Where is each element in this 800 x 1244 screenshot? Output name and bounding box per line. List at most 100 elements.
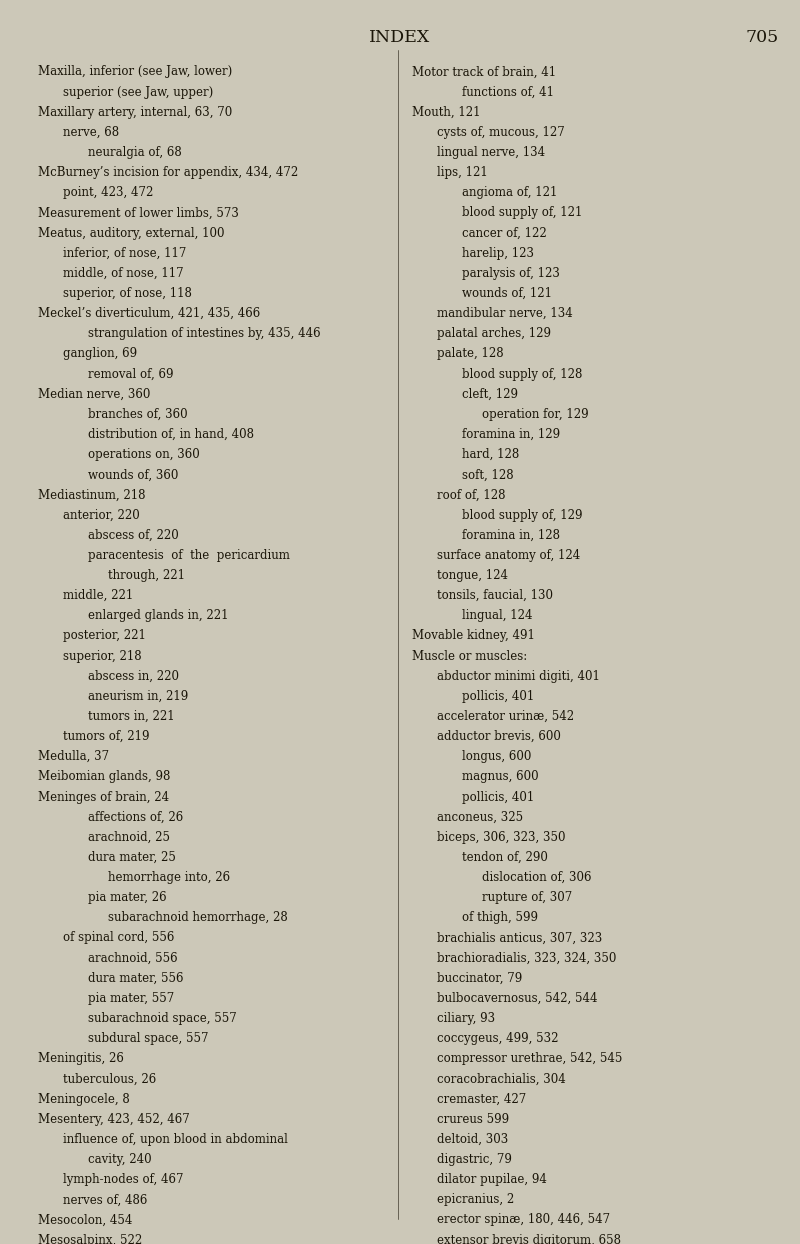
Text: Maxillary artery, internal, 63, 70: Maxillary artery, internal, 63, 70 <box>38 106 232 118</box>
Text: lips, 121: lips, 121 <box>438 167 488 179</box>
Text: cavity, 240: cavity, 240 <box>88 1153 152 1166</box>
Text: adductor brevis, 600: adductor brevis, 600 <box>438 730 562 743</box>
Text: affections of, 26: affections of, 26 <box>88 811 183 824</box>
Text: brachialis anticus, 307, 323: brachialis anticus, 307, 323 <box>438 932 602 944</box>
Text: subdural space, 557: subdural space, 557 <box>88 1033 209 1045</box>
Text: functions of, 41: functions of, 41 <box>462 86 554 98</box>
Text: mandibular nerve, 134: mandibular nerve, 134 <box>438 307 573 320</box>
Text: Mediastinum, 218: Mediastinum, 218 <box>38 489 146 501</box>
Text: tongue, 124: tongue, 124 <box>438 569 509 582</box>
Text: erector spinæ, 180, 446, 547: erector spinæ, 180, 446, 547 <box>438 1213 610 1227</box>
Text: extensor brevis digitorum, 658: extensor brevis digitorum, 658 <box>438 1234 622 1244</box>
Text: ganglion, 69: ganglion, 69 <box>63 347 137 361</box>
Text: posterior, 221: posterior, 221 <box>63 629 146 642</box>
Text: influence of, upon blood in abdominal: influence of, upon blood in abdominal <box>63 1133 288 1146</box>
Text: tumors in, 221: tumors in, 221 <box>88 710 174 723</box>
Text: lingual, 124: lingual, 124 <box>462 610 533 622</box>
Text: cysts of, mucous, 127: cysts of, mucous, 127 <box>438 126 565 139</box>
Text: Meckel’s diverticulum, 421, 435, 466: Meckel’s diverticulum, 421, 435, 466 <box>38 307 260 320</box>
Text: buccinator, 79: buccinator, 79 <box>438 972 522 985</box>
Text: tuberculous, 26: tuberculous, 26 <box>63 1072 156 1086</box>
Text: superior, of nose, 118: superior, of nose, 118 <box>63 287 192 300</box>
Text: pia mater, 26: pia mater, 26 <box>88 891 166 904</box>
Text: superior, 218: superior, 218 <box>63 649 142 663</box>
Text: anterior, 220: anterior, 220 <box>63 509 140 521</box>
Text: tonsils, faucial, 130: tonsils, faucial, 130 <box>438 590 554 602</box>
Text: superior (see Jaw, upper): superior (see Jaw, upper) <box>63 86 214 98</box>
Text: blood supply of, 121: blood supply of, 121 <box>462 207 582 219</box>
Text: roof of, 128: roof of, 128 <box>438 489 506 501</box>
Text: wounds of, 121: wounds of, 121 <box>462 287 552 300</box>
Text: arachnoid, 25: arachnoid, 25 <box>88 831 170 843</box>
Text: distribution of, in hand, 408: distribution of, in hand, 408 <box>88 428 254 442</box>
Text: blood supply of, 129: blood supply of, 129 <box>462 509 583 521</box>
Text: neuralgia of, 68: neuralgia of, 68 <box>88 146 182 159</box>
Text: dislocation of, 306: dislocation of, 306 <box>482 871 592 884</box>
Text: aneurism in, 219: aneurism in, 219 <box>88 690 188 703</box>
Text: point, 423, 472: point, 423, 472 <box>63 187 154 199</box>
Text: Mesocolon, 454: Mesocolon, 454 <box>38 1213 132 1227</box>
Text: cancer of, 122: cancer of, 122 <box>462 226 547 240</box>
Text: Median nerve, 360: Median nerve, 360 <box>38 388 150 401</box>
Text: Meningitis, 26: Meningitis, 26 <box>38 1052 124 1065</box>
Text: rupture of, 307: rupture of, 307 <box>482 891 573 904</box>
Text: coccygeus, 499, 532: coccygeus, 499, 532 <box>438 1033 559 1045</box>
Text: digastric, 79: digastric, 79 <box>438 1153 512 1166</box>
Text: of thigh, 599: of thigh, 599 <box>462 912 538 924</box>
Text: lingual nerve, 134: lingual nerve, 134 <box>438 146 546 159</box>
Text: hemorrhage into, 26: hemorrhage into, 26 <box>108 871 230 884</box>
Text: middle, 221: middle, 221 <box>63 590 134 602</box>
Text: Motor track of brain, 41: Motor track of brain, 41 <box>413 66 557 78</box>
Text: inferior, of nose, 117: inferior, of nose, 117 <box>63 246 186 260</box>
Text: arachnoid, 556: arachnoid, 556 <box>88 952 178 964</box>
Text: coracobrachialis, 304: coracobrachialis, 304 <box>438 1072 566 1086</box>
Text: surface anatomy of, 124: surface anatomy of, 124 <box>438 549 581 562</box>
Text: abductor minimi digiti, 401: abductor minimi digiti, 401 <box>438 669 600 683</box>
Text: foramina in, 129: foramina in, 129 <box>462 428 561 442</box>
Text: deltoid, 303: deltoid, 303 <box>438 1133 509 1146</box>
Text: Mesosalpinx, 522: Mesosalpinx, 522 <box>38 1234 142 1244</box>
Text: Measurement of lower limbs, 573: Measurement of lower limbs, 573 <box>38 207 239 219</box>
Text: nerves of, 486: nerves of, 486 <box>63 1193 147 1207</box>
Text: subarachnoid space, 557: subarachnoid space, 557 <box>88 1013 237 1025</box>
Text: paralysis of, 123: paralysis of, 123 <box>462 267 560 280</box>
Text: soft, 128: soft, 128 <box>462 468 514 481</box>
Text: palate, 128: palate, 128 <box>438 347 504 361</box>
Text: operations on, 360: operations on, 360 <box>88 448 200 462</box>
Text: nerve, 68: nerve, 68 <box>63 126 119 139</box>
Text: brachioradialis, 323, 324, 350: brachioradialis, 323, 324, 350 <box>438 952 617 964</box>
Text: angioma of, 121: angioma of, 121 <box>462 187 558 199</box>
Text: blood supply of, 128: blood supply of, 128 <box>462 367 582 381</box>
Text: wounds of, 360: wounds of, 360 <box>88 468 178 481</box>
Text: subarachnoid hemorrhage, 28: subarachnoid hemorrhage, 28 <box>108 912 288 924</box>
Text: anconeus, 325: anconeus, 325 <box>438 811 523 824</box>
Text: abscess in, 220: abscess in, 220 <box>88 669 179 683</box>
Text: hard, 128: hard, 128 <box>462 448 520 462</box>
Text: cremaster, 427: cremaster, 427 <box>438 1092 526 1106</box>
Text: Meningocele, 8: Meningocele, 8 <box>38 1092 130 1106</box>
Text: foramina in, 128: foramina in, 128 <box>462 529 560 541</box>
Text: INDEX: INDEX <box>370 30 430 46</box>
Text: 705: 705 <box>746 30 778 46</box>
Text: lymph-nodes of, 467: lymph-nodes of, 467 <box>63 1173 183 1186</box>
Text: longus, 600: longus, 600 <box>462 750 532 764</box>
Text: dura mater, 556: dura mater, 556 <box>88 972 183 985</box>
Text: branches of, 360: branches of, 360 <box>88 408 188 420</box>
Text: Meatus, auditory, external, 100: Meatus, auditory, external, 100 <box>38 226 225 240</box>
Text: crureus 599: crureus 599 <box>438 1112 510 1126</box>
Text: Medulla, 37: Medulla, 37 <box>38 750 109 764</box>
Text: removal of, 69: removal of, 69 <box>88 367 174 381</box>
Text: bulbocavernosus, 542, 544: bulbocavernosus, 542, 544 <box>438 991 598 1005</box>
Text: Mouth, 121: Mouth, 121 <box>413 106 481 118</box>
Text: through, 221: through, 221 <box>108 569 185 582</box>
Text: epicranius, 2: epicranius, 2 <box>438 1193 514 1207</box>
Text: of spinal cord, 556: of spinal cord, 556 <box>63 932 174 944</box>
Text: harelip, 123: harelip, 123 <box>462 246 534 260</box>
Text: Maxilla, inferior (see Jaw, lower): Maxilla, inferior (see Jaw, lower) <box>38 66 232 78</box>
Text: Movable kidney, 491: Movable kidney, 491 <box>413 629 535 642</box>
Text: operation for, 129: operation for, 129 <box>482 408 589 420</box>
Text: tendon of, 290: tendon of, 290 <box>462 851 548 863</box>
Text: pollicis, 401: pollicis, 401 <box>462 690 534 703</box>
Text: dilator pupilae, 94: dilator pupilae, 94 <box>438 1173 547 1186</box>
Text: strangulation of intestines by, 435, 446: strangulation of intestines by, 435, 446 <box>88 327 321 341</box>
